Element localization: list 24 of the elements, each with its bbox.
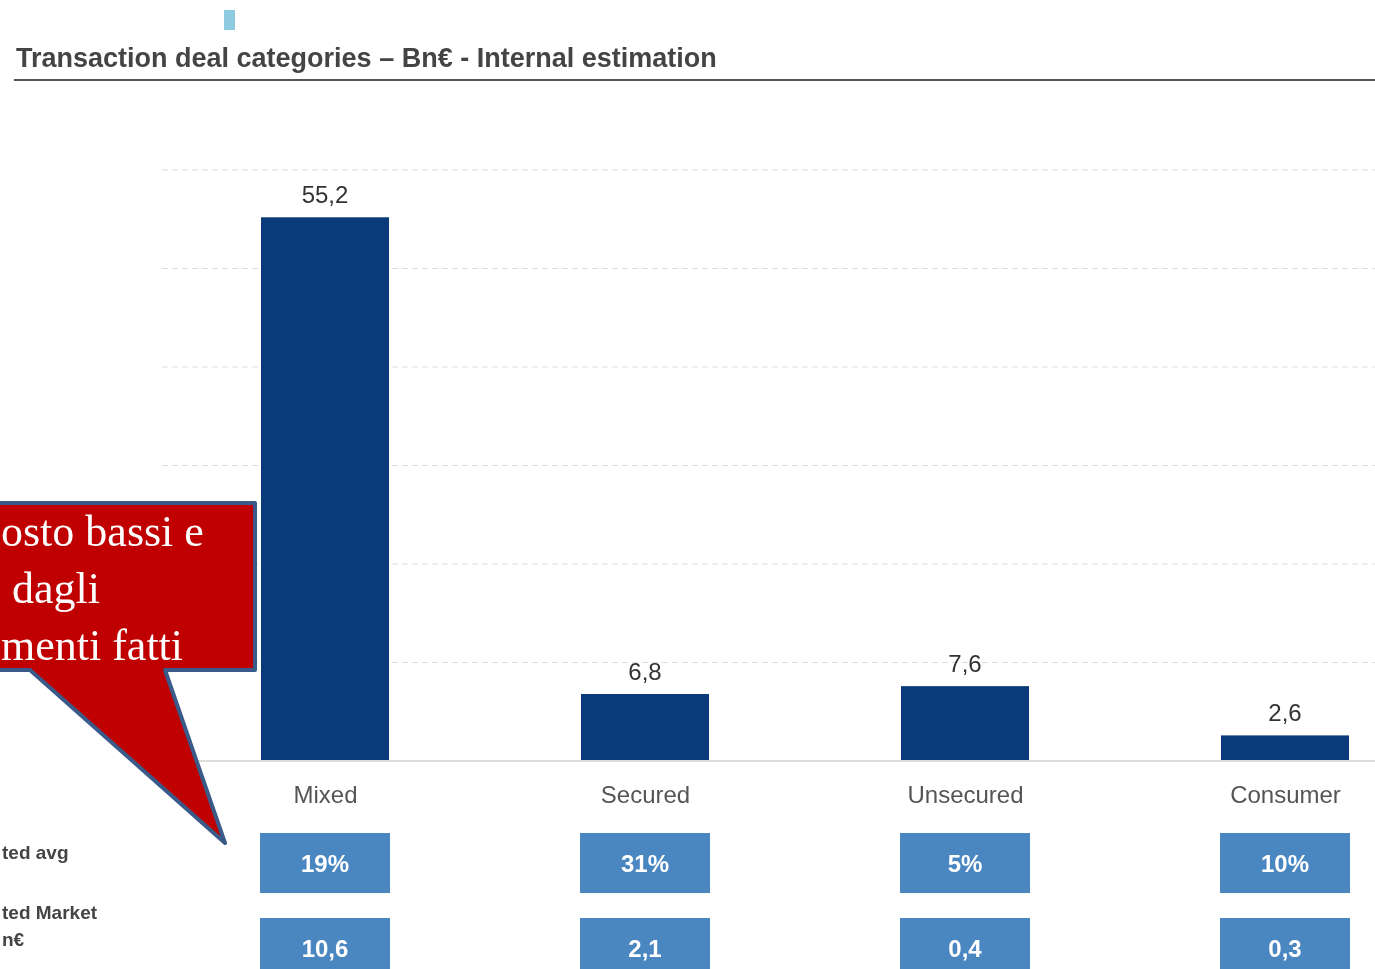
x-tick-label: Secured [600, 781, 691, 808]
bar [581, 694, 709, 761]
data-label: 2,6 [1268, 699, 1302, 727]
text: 5% [947, 850, 983, 877]
x-tick-label: Mixed [293, 781, 358, 808]
text: 10% [1260, 850, 1310, 877]
text: 0,4 [948, 935, 983, 962]
data-label: 7,6 [948, 650, 982, 678]
text: ted Market n€ [2, 902, 98, 950]
bar [1221, 735, 1349, 761]
data-label: 55,2 [301, 181, 349, 209]
text: 31% [620, 850, 670, 877]
text: ted avg [2, 842, 69, 863]
bar [261, 217, 389, 761]
data-label: 6,8 [628, 658, 662, 686]
text: 2,1 [628, 935, 662, 962]
bar [901, 686, 1029, 761]
chart-title: Transaction deal categories – Bn€ - Internal estimation [16, 43, 717, 73]
text: 10,6 [301, 935, 349, 962]
annotation: osto bassi e dagli menti fatti [1, 507, 204, 670]
x-tick-label: Unsecured [907, 781, 1024, 808]
text: 19% [300, 850, 350, 877]
text: 0,3 [1268, 935, 1302, 962]
x-tick-label: Consumer [1230, 781, 1341, 808]
